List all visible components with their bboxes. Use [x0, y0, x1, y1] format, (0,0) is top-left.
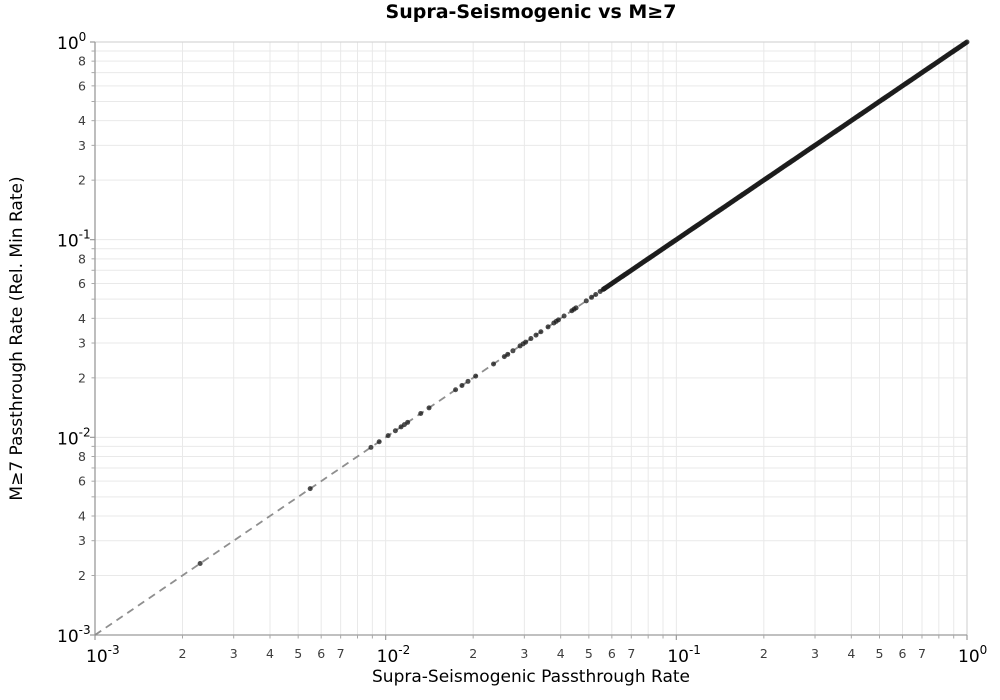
scatter-points [197, 39, 970, 566]
x-minor-tick-label: 4 [847, 646, 855, 661]
y-minor-tick-label: 3 [78, 138, 86, 153]
x-major-tick-label: 10-3 [86, 643, 120, 667]
x-minor-tick-label: 2 [179, 646, 187, 661]
x-major-tick-label: 100 [958, 643, 987, 667]
x-minor-tick-label: 7 [918, 646, 926, 661]
x-axis-title: Supra-Seismogenic Passthrough Rate [372, 667, 690, 687]
x-minor-tick-label: 7 [337, 646, 345, 661]
y-minor-tick-label: 2 [78, 370, 86, 385]
chart-title: Supra-Seismogenic vs M≥7 [385, 1, 677, 23]
y-minor-tick-label: 4 [78, 113, 86, 128]
y-axis-title: M≥7 Passthrough Rate (Rel. Min Rate) [7, 176, 27, 501]
y-minor-tick-label: 4 [78, 508, 86, 523]
x-minor-tick-label: 5 [876, 646, 884, 661]
y-minor-tick-label: 6 [78, 474, 86, 489]
x-major-tick-label: 10-2 [377, 643, 411, 667]
y-minor-tick-label: 6 [78, 78, 86, 93]
x-minor-tick-label: 2 [469, 646, 477, 661]
y-major-tick-label: 100 [57, 30, 86, 54]
y-minor-tick-label: 8 [78, 251, 86, 266]
x-minor-tick-label: 4 [266, 646, 274, 661]
y-minor-tick-label: 3 [78, 336, 86, 351]
x-minor-tick-label: 6 [899, 646, 907, 661]
x-minor-tick-label: 3 [811, 646, 819, 661]
y-minor-tick-label: 6 [78, 276, 86, 291]
x-minor-tick-label: 6 [608, 646, 616, 661]
x-minor-tick-label: 5 [294, 646, 302, 661]
y-minor-tick-label: 2 [78, 568, 86, 583]
x-minor-tick-label: 2 [760, 646, 768, 661]
x-major-tick-label: 10-1 [667, 643, 701, 667]
y-major-tick-label: 10-1 [57, 228, 91, 252]
y-minor-tick-label: 8 [78, 54, 86, 69]
x-minor-tick-label: 3 [520, 646, 528, 661]
y-minor-tick-label: 3 [78, 533, 86, 548]
x-minor-tick-label: 5 [585, 646, 593, 661]
x-minor-tick-label: 6 [317, 646, 325, 661]
y-minor-tick-label: 4 [78, 311, 86, 326]
y-major-tick-label: 10-2 [57, 425, 91, 449]
y-minor-tick-label: 2 [78, 173, 86, 188]
x-minor-tick-label: 4 [557, 646, 565, 661]
y-major-tick-label: 10-3 [57, 623, 91, 647]
y-minor-tick-label: 8 [78, 449, 86, 464]
x-minor-tick-label: 7 [627, 646, 635, 661]
x-minor-tick-label: 3 [230, 646, 238, 661]
